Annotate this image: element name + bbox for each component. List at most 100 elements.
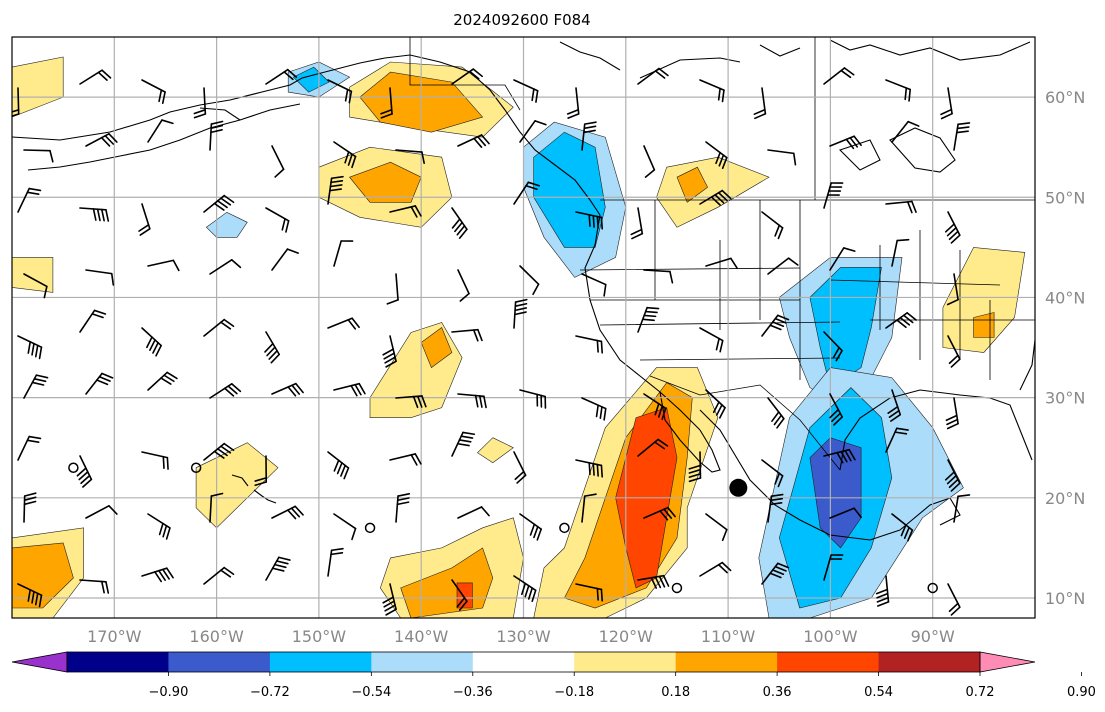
wind-barb (457, 506, 490, 519)
wind-barb (451, 431, 476, 457)
colorbar-segment (371, 652, 474, 672)
calm-wind-marker (68, 462, 79, 473)
anomaly-region-pos2 (12, 542, 74, 609)
wind-barb (265, 207, 290, 233)
lon-tick-label: 160°W (189, 627, 244, 646)
wind-barb (575, 459, 603, 478)
wind-barb (947, 583, 961, 616)
wind-barb (389, 453, 422, 466)
wind-barb (85, 269, 115, 286)
wind-barb (767, 149, 797, 166)
wind-barb (451, 328, 483, 342)
wind-barb (147, 371, 178, 391)
wind-barb (885, 427, 909, 453)
colorbar-tick-label: −0.36 (453, 685, 493, 700)
wind-barb (885, 200, 917, 214)
wind-barb (705, 513, 728, 542)
coastlines (12, 39, 1035, 541)
wind-barb (705, 389, 726, 419)
wind-barb (382, 335, 397, 368)
lat-tick-label: 60°N (1045, 88, 1085, 107)
wind-barb (79, 69, 112, 85)
wind-barb (147, 513, 171, 540)
wind-barb (209, 259, 242, 275)
wind-barb (271, 248, 299, 271)
wind-barb (575, 583, 603, 602)
lat-tick-label: 10°N (1045, 589, 1085, 608)
wind-barb (271, 505, 304, 520)
lat-tick-label: 50°N (1045, 188, 1085, 207)
wind-barb (254, 455, 268, 487)
wind-barb (209, 120, 224, 151)
calm-wind-marker (671, 582, 683, 594)
wind-barb (23, 273, 48, 299)
wind-barb (637, 574, 670, 589)
wind-barb (637, 306, 660, 333)
wind-barb (688, 451, 702, 483)
location-marker (729, 478, 748, 497)
wind-barb (382, 583, 397, 616)
wind-barb (203, 566, 235, 585)
wind-barb (630, 207, 644, 240)
wind-barb (699, 561, 732, 577)
wind-barb (203, 194, 235, 213)
wind-barb (333, 513, 357, 541)
wind-barb (575, 211, 603, 230)
wind-barb (761, 562, 790, 585)
colorbar-segment (574, 652, 677, 672)
wind-barb (12, 87, 20, 117)
wind-barb (699, 327, 724, 353)
anomaly-region-pos2 (676, 166, 708, 203)
wind-barb (327, 175, 344, 205)
lon-tick-label: 100°W (803, 627, 858, 646)
lon-tick-label: 170°W (87, 627, 142, 646)
lat-tick-label: 40°N (1045, 288, 1085, 307)
lon-tick-label: 120°W (599, 627, 654, 646)
wind-barb (264, 331, 280, 364)
wind-barb (457, 269, 470, 302)
wind-barb (581, 273, 607, 297)
colorbar-segment (878, 652, 981, 672)
wind-barb (513, 451, 527, 484)
wind-barb (395, 395, 427, 409)
anomaly-region-pos1 (477, 437, 514, 464)
wind-barb (643, 145, 656, 178)
wind-barb (566, 87, 580, 119)
lon-tick-label: 140°W (394, 627, 449, 646)
wind-barb (271, 382, 304, 397)
wind-barb (23, 374, 49, 399)
wind-barb (944, 211, 961, 244)
wind-barb (327, 317, 360, 330)
wind-barb (386, 273, 399, 305)
wind-barb (389, 205, 422, 218)
wind-barb (829, 507, 862, 519)
wind-barb (581, 493, 597, 523)
wind-barb (885, 79, 911, 102)
wind-barb (17, 187, 42, 213)
wind-barb (947, 335, 961, 368)
wind-barb (141, 327, 162, 357)
lon-tick-label: 110°W (701, 627, 756, 646)
wind-barb (17, 583, 43, 608)
wind-barb (945, 397, 959, 430)
wind-barb (761, 314, 790, 337)
colorbar-extend-high (979, 651, 1036, 673)
political-borders (409, 37, 1035, 471)
calm-wind-marker (927, 582, 938, 594)
wind-barb (823, 182, 844, 209)
wind-barb (147, 259, 180, 272)
wind-barb (147, 119, 174, 143)
colorbar-tick-label: 0.72 (966, 685, 995, 700)
lat-tick-label: 30°N (1045, 389, 1085, 408)
colorbar-tick-label: 0.36 (763, 685, 792, 700)
wind-barb (333, 141, 357, 169)
wind-barb (581, 121, 597, 151)
wind-barb (829, 393, 844, 426)
wind-barb (513, 79, 539, 103)
wind-barb (519, 513, 542, 541)
wind-barb (519, 389, 547, 409)
wind-barb (17, 435, 42, 461)
wind-barb (643, 393, 667, 421)
colorbar-tick-label: 0.54 (864, 685, 893, 700)
colorbar-segment (168, 652, 271, 672)
